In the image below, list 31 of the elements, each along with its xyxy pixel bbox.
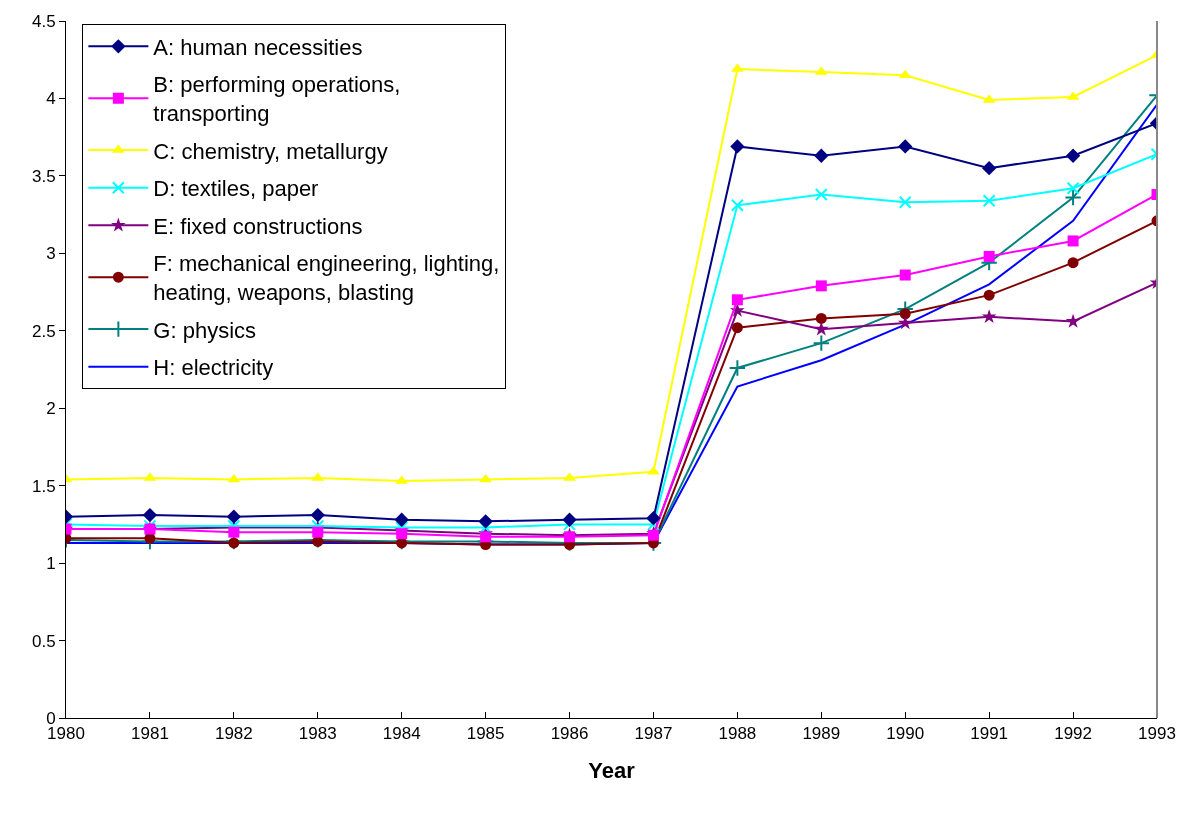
x-tick-label: 1993 xyxy=(1138,724,1176,744)
y-tick-label: 2 xyxy=(46,399,56,419)
x-axis-title: Year xyxy=(588,758,636,784)
legend-label: F: mechanical engineering, lighting, heating, weapons, blasting xyxy=(153,251,500,306)
y-tick-label: 0.5 xyxy=(31,631,56,651)
x-tick-label: 1988 xyxy=(718,724,757,744)
y-tick-label: 1.5 xyxy=(31,476,56,496)
legend-label: B: performing operations, transporting xyxy=(153,72,401,127)
x-tick-label: 1991 xyxy=(970,724,1009,744)
legend-label: G: physics xyxy=(153,317,257,343)
legend-label: A: human necessities xyxy=(153,34,363,60)
x-tick-label: 1989 xyxy=(802,724,841,744)
x-tick-label: 1984 xyxy=(382,724,421,744)
y-tick-label: 4 xyxy=(46,89,56,109)
y-tick-label: 4.5 xyxy=(31,11,56,31)
x-tick-label: 1990 xyxy=(886,724,925,744)
legend-label: H: electricity xyxy=(153,355,274,381)
x-tick-label: 1992 xyxy=(1054,724,1092,744)
x-tick-label: 1981 xyxy=(131,724,169,744)
x-tick-label: 1982 xyxy=(214,724,253,744)
y-tick-label: 3 xyxy=(46,244,56,264)
legend-label: C: chemistry, metallurgy xyxy=(153,138,388,164)
y-tick-label: 2.5 xyxy=(31,321,56,341)
x-tick-label: 1987 xyxy=(634,724,673,744)
legend-label: D: textiles, paper xyxy=(153,176,319,202)
x-tick-label: 1983 xyxy=(298,724,337,744)
y-tick-label: 3.5 xyxy=(31,166,56,186)
x-tick-label: 1986 xyxy=(550,724,589,744)
legend-label: E: fixed constructions xyxy=(153,213,363,239)
x-tick-label: 1985 xyxy=(466,724,505,744)
y-tick-label: 1 xyxy=(46,554,56,574)
